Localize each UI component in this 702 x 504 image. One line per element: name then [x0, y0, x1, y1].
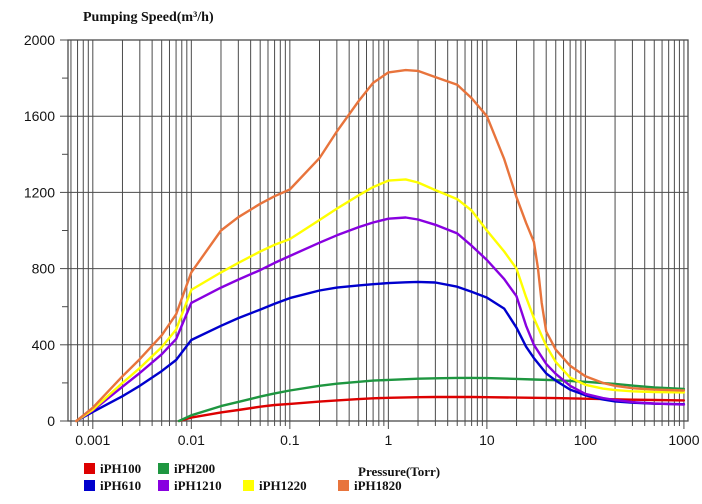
y-tick-label: 800 [32, 261, 56, 277]
chart-title: Pumping Speed(m³/h) [83, 10, 214, 25]
x-tick-label: 0.1 [280, 432, 300, 448]
legend-swatch-icon [84, 463, 95, 474]
legend-label: iPH100 [100, 460, 142, 476]
legend-item-iPH1210: iPH1210 [158, 478, 243, 494]
series-curve-iPH100 [177, 395, 686, 423]
plot-frame [67, 39, 689, 422]
legend-swatch-icon [158, 480, 169, 491]
legend-label: iPH610 [100, 477, 142, 493]
x-axis-label: Pressure(Torr) [358, 464, 441, 479]
legend-label: iPH1210 [174, 477, 222, 493]
series-curve-iPH1820 [75, 68, 686, 423]
legend-row: iPH100 iPH200 [84, 460, 438, 477]
legend-swatch-icon [84, 480, 95, 491]
y-tick-label: 2000 [24, 32, 55, 48]
legend-label: iPH200 [174, 460, 216, 476]
series-curve-iPH610 [75, 280, 686, 423]
series-curve-iPH200 [177, 376, 686, 423]
y-tick-label: 0 [47, 413, 55, 429]
x-tick-label: 1 [384, 432, 392, 448]
series-curve-iPH1220 [75, 178, 686, 423]
legend-swatch-icon [243, 480, 254, 491]
x-tick-label: 1000 [668, 432, 699, 448]
legend-item-iPH610: iPH610 [84, 478, 158, 494]
legend-item-iPH1820: iPH1820 [338, 478, 438, 494]
legend-item-iPH100: iPH100 [84, 461, 158, 477]
series-curve-iPH1210 [75, 216, 686, 423]
y-tick-label: 400 [32, 337, 56, 353]
legend-swatch-icon [338, 480, 349, 491]
legend-item-iPH200: iPH200 [158, 461, 243, 477]
legend-label: iPH1820 [354, 477, 402, 493]
x-tick-label: 100 [574, 432, 598, 448]
x-tick-label: 10 [479, 432, 495, 448]
legend-label: iPH1220 [259, 477, 307, 493]
x-tick-label: 0.01 [178, 432, 205, 448]
x-tick-label: 0.001 [75, 432, 110, 448]
legend-swatch-icon [158, 463, 169, 474]
legend-row: iPH610 iPH1210 iPH1220 iPH1820 [84, 477, 438, 494]
y-tick-label: 1200 [24, 184, 55, 200]
y-tick-label: 1600 [24, 108, 55, 124]
legend-item-iPH1220: iPH1220 [243, 478, 338, 494]
legend: iPH100 iPH200 iPH610 iPH1210 iPH1220 iPH1820 [84, 460, 438, 494]
